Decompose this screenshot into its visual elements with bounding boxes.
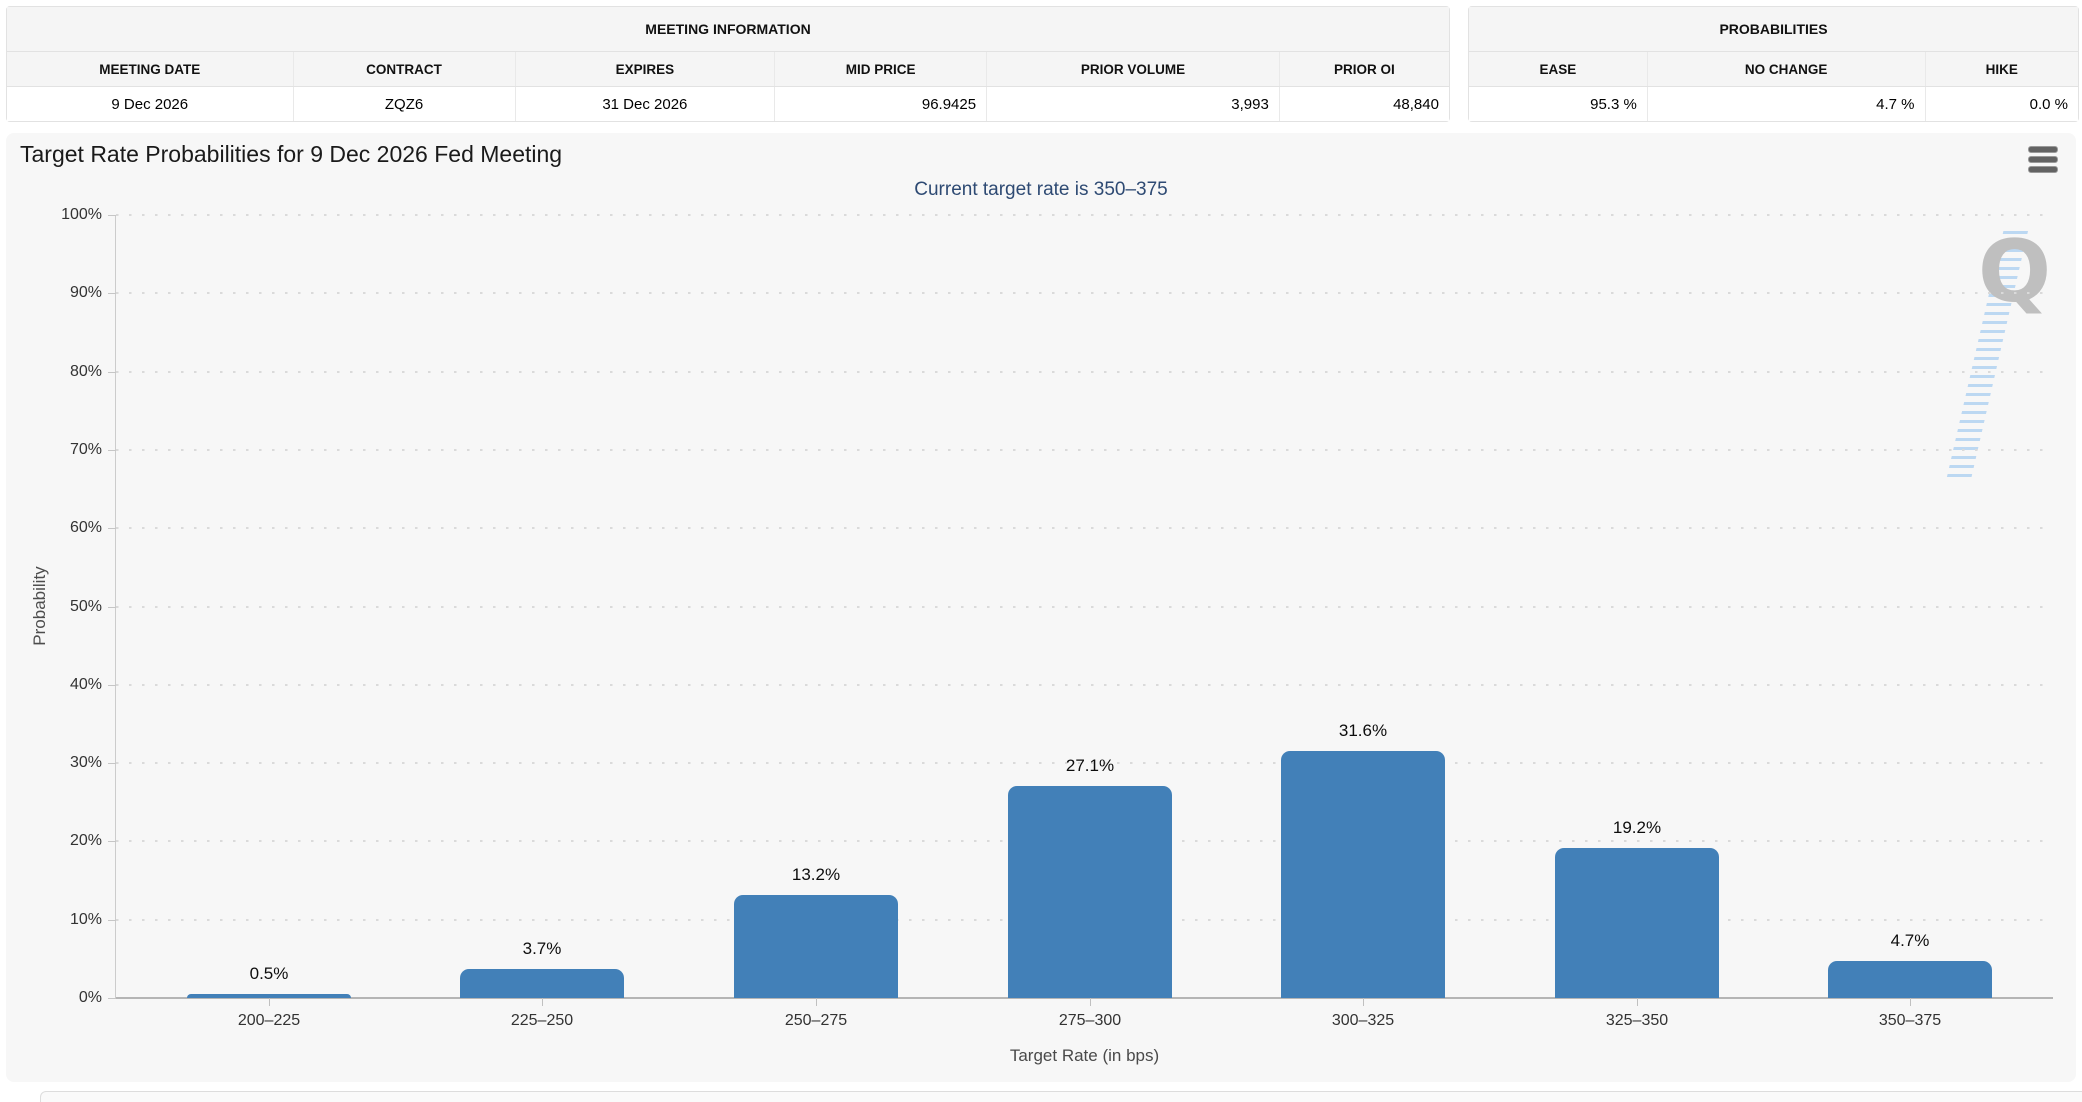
column-header-cell: PRIOR OI <box>1278 52 1449 86</box>
bar-value-label: 31.6% <box>1338 721 1388 740</box>
chart-title: Target Rate Probabilities for 9 Dec 2026… <box>20 141 563 167</box>
y-axis-label: 90% <box>69 284 102 302</box>
bar-250-275[interactable] <box>734 895 898 998</box>
y-axis-label: 10% <box>69 910 102 928</box>
gridline <box>116 370 2053 373</box>
hamburger-bar <box>2028 156 2058 163</box>
fedwatch-chart: Target Rate Probabilities for 9 Dec 2026… <box>6 133 2076 1082</box>
column-header-cell: HIKE <box>1924 52 2078 86</box>
y-axis-tick <box>108 449 116 451</box>
y-axis-label: 60% <box>69 519 102 537</box>
x-axis-tick <box>1363 998 1364 1006</box>
y-axis-label: 80% <box>69 362 102 380</box>
bar-200-225[interactable] <box>187 994 351 998</box>
bar-value-label: 0.5% <box>249 964 289 983</box>
bar-350-375[interactable] <box>1828 961 1992 998</box>
x-axis-tick <box>542 998 543 1006</box>
y-axis-tick <box>108 763 116 765</box>
value-cell: ZQZ6 <box>292 87 515 121</box>
x-axis-tick <box>816 998 817 1006</box>
x-axis-tick <box>1090 998 1091 1006</box>
value-cell: 9 Dec 2026 <box>111 95 189 113</box>
x-axis-tick <box>1910 998 1911 1006</box>
bar-value-label: 19.2% <box>1612 818 1662 837</box>
bar-275-300[interactable] <box>1008 786 1172 998</box>
column-header-cell: PRIOR VOLUME <box>986 52 1279 86</box>
value-cell: 3,993 <box>986 87 1279 121</box>
gridline <box>116 448 2053 451</box>
meeting-info-header-row: MEETING DATE CONTRACT EXPIRES MID PRICE PRIO… <box>7 52 1449 87</box>
column-header-cell: EASE <box>1539 61 1577 77</box>
y-axis-tick <box>108 371 116 373</box>
value-cell: 0.0 % <box>1924 87 2078 121</box>
bar-325-350[interactable] <box>1555 848 1719 998</box>
x-axis-label: 225–250 <box>510 1012 574 1029</box>
bar-value-label: 13.2% <box>791 865 841 884</box>
gridline <box>116 762 2053 765</box>
hamburger-bar <box>2028 146 2058 153</box>
probabilities-header-row: EASE NO CHANGE HIKE <box>1469 52 2078 87</box>
x-axis-label: 275–300 <box>1058 1012 1122 1029</box>
gridline <box>116 527 2053 530</box>
column-header-cell: MEETING DATE <box>99 61 201 77</box>
gridline <box>116 214 2053 216</box>
value-cell: 31 Dec 2026 <box>514 87 775 121</box>
y-axis-label: 70% <box>69 440 102 458</box>
y-axis-tick <box>108 998 116 999</box>
column-header-cell: MID PRICE <box>774 52 986 86</box>
y-axis-label: 30% <box>69 754 102 772</box>
column-header-cell: EXPIRES <box>514 52 775 86</box>
probabilities-title: PROBABILITIES <box>1469 7 2078 52</box>
plot-area: 0% 10% 20% 30% 40% 50% 60% 70% 80% 90% 100% 0.5% 200… <box>61 206 2053 1065</box>
y-axis-tick <box>108 293 116 295</box>
y-axis-tick <box>108 528 116 530</box>
probabilities-table: PROBABILITIES EASE NO CHANGE HIKE 95.3 % 4.… <box>1468 6 2079 122</box>
y-axis-label: 50% <box>69 597 102 615</box>
hamburger-menu-icon[interactable] <box>2028 146 2060 174</box>
y-axis-label: 40% <box>69 675 102 693</box>
bar-300-325[interactable] <box>1281 751 1445 998</box>
y-axis-label: 100% <box>61 206 102 223</box>
x-axis-tick <box>269 998 270 1006</box>
gridline <box>116 292 2053 295</box>
bar-225-250[interactable] <box>460 969 624 998</box>
x-axis-line <box>116 997 2053 999</box>
bar-value-label: 27.1% <box>1065 756 1115 775</box>
hamburger-bar <box>2028 166 2058 173</box>
x-axis-label: 250–275 <box>784 1012 848 1029</box>
column-header-cell: NO CHANGE <box>1646 52 1925 86</box>
gridline <box>116 605 2053 608</box>
bar-value-label: 4.7% <box>1890 931 1930 950</box>
y-axis-label: 20% <box>69 832 102 850</box>
x-axis-label: 200–225 <box>237 1012 301 1029</box>
gridline <box>116 683 2053 686</box>
x-axis-title: Target Rate (in bps) <box>1009 1046 1160 1065</box>
value-cell: 96.9425 <box>774 87 986 121</box>
y-axis-tick <box>108 919 116 921</box>
meeting-info-table: MEETING INFORMATION MEETING DATE CONTRACT… <box>6 6 1450 122</box>
value-cell: 95.3 % <box>1590 95 1637 113</box>
meeting-info-value-row: 9 Dec 2026 ZQZ6 31 Dec 2026 96.9425 3,993 48,… <box>7 87 1449 121</box>
y-axis-tick <box>108 841 116 843</box>
bar-value-label: 3.7% <box>522 939 562 958</box>
y-axis-tick <box>108 215 116 216</box>
y-axis-tick <box>108 684 116 686</box>
chart-subtitle: Current target rate is 350–375 <box>914 179 1168 200</box>
column-header-cell: CONTRACT <box>292 52 515 86</box>
y-axis-label: 0% <box>78 989 102 1006</box>
y-axis-tick <box>108 606 116 608</box>
x-axis-label: 350–375 <box>1878 1012 1942 1029</box>
x-axis-label: 325–350 <box>1605 1012 1669 1029</box>
value-cell: 4.7 % <box>1646 87 1925 121</box>
meeting-info-title: MEETING INFORMATION <box>7 7 1449 52</box>
value-cell: 48,840 <box>1278 87 1449 121</box>
x-axis-tick <box>1637 998 1638 1006</box>
x-axis-label: 300–325 <box>1331 1012 1395 1029</box>
next-panel-edge <box>40 1091 2082 1102</box>
probabilities-value-row: 95.3 % 4.7 % 0.0 % <box>1469 87 2078 121</box>
